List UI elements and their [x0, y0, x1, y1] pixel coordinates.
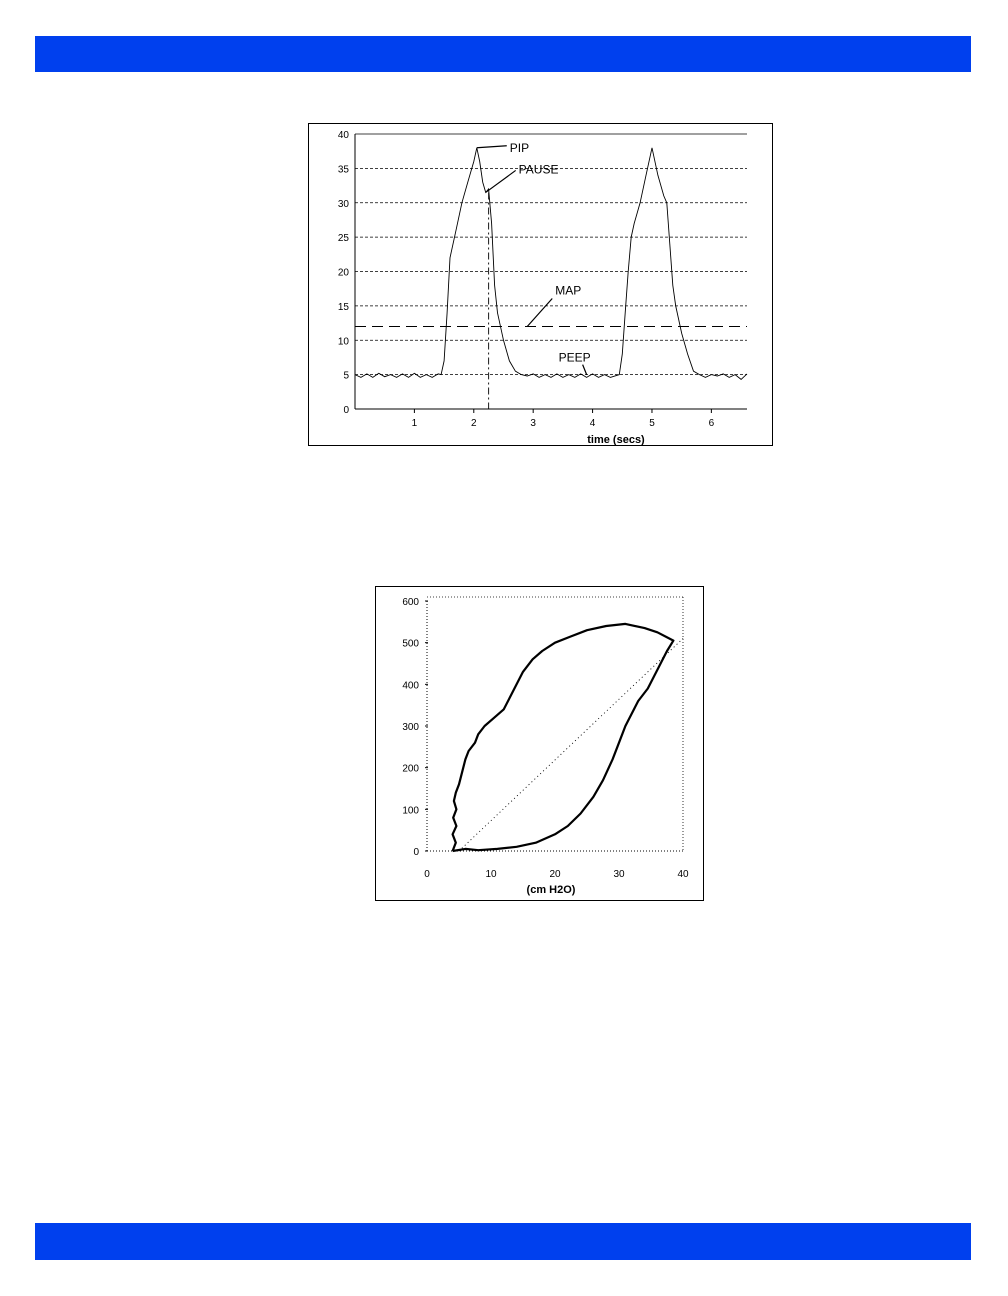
x-tick-label: 30	[613, 869, 625, 880]
y-tick-label: 500	[402, 639, 419, 650]
annotation-leader	[485, 169, 517, 193]
y-tick-label: 5	[343, 371, 349, 382]
top-banner	[35, 36, 971, 72]
compliance-line	[458, 638, 684, 852]
airway-pressure-chart: 0 5 10 15 20 25 30 35 40 1 2 3 4 5 6 time (secs) PIP PAUS…	[308, 123, 773, 446]
y-tick-label: 40	[338, 130, 350, 141]
x-tick-label: 0	[424, 869, 430, 880]
annotation-map: MAP	[555, 284, 581, 298]
pressure-volume-plot: 0 100 200 300 400 500 600 0 10 20 30 40 (cm H2O)	[402, 596, 689, 896]
y-tick-label: 10	[338, 336, 350, 347]
y-tick-label: 25	[338, 233, 350, 244]
y-tick-label: 20	[338, 268, 350, 279]
x-tick-label: 2	[471, 418, 477, 429]
y-tick-label: 0	[343, 405, 349, 416]
x-tick-label: 20	[549, 869, 561, 880]
x-axis-title: (cm H2O)	[527, 884, 576, 896]
y-tick-label: 35	[338, 164, 350, 175]
annotation-leader	[582, 364, 588, 375]
pressure-waveform	[354, 147, 748, 380]
annotation-pip: PIP	[510, 141, 529, 155]
x-tick-label: 40	[677, 869, 689, 880]
x-tick-label: 5	[649, 418, 655, 429]
annotation-peep: PEEP	[559, 351, 591, 365]
annotation-leader	[476, 145, 507, 149]
y-tick-label: 300	[402, 722, 419, 733]
x-tick-label: 6	[709, 418, 715, 429]
y-tick-label: 0	[413, 847, 419, 858]
pressure-volume-loop-chart: 0 100 200 300 400 500 600 0 10 20 30 40 (cm H2O)	[375, 586, 704, 901]
x-tick-label: 3	[530, 418, 536, 429]
x-axis-title: time (secs)	[587, 434, 645, 446]
x-tick-label: 1	[412, 418, 418, 429]
pv-loop	[451, 622, 675, 853]
y-tick-label: 200	[402, 764, 419, 775]
y-tick-label: 15	[338, 302, 350, 313]
bottom-banner	[35, 1223, 971, 1260]
y-tick-label: 100	[402, 805, 419, 816]
pressure-time-plot: 0 5 10 15 20 25 30 35 40 1 2 3 4 5 6 time (secs) PIP PAUS…	[338, 130, 748, 446]
annotation-leader	[526, 298, 553, 327]
x-tick-label: 10	[485, 869, 497, 880]
y-tick-label: 400	[402, 680, 419, 691]
annotation-pause: PAUSE	[519, 162, 559, 176]
y-tick-label: 30	[338, 199, 350, 210]
y-tick-label: 600	[402, 597, 419, 608]
x-tick-label: 4	[590, 418, 596, 429]
